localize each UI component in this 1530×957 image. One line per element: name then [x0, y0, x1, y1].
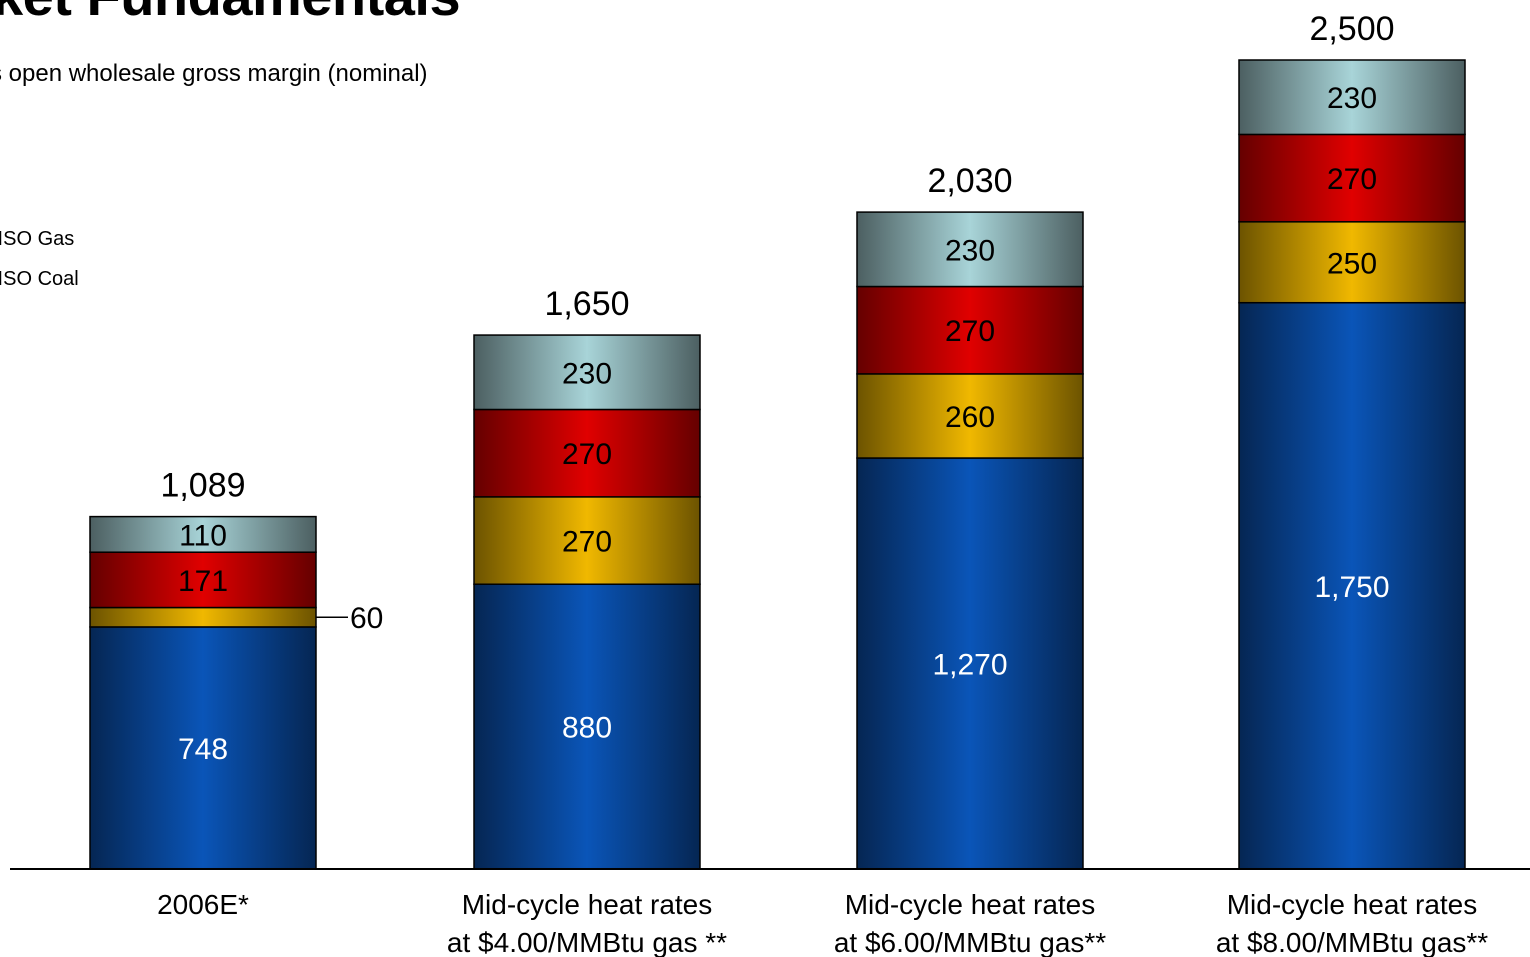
bar-total-label: 1,089: [160, 467, 245, 505]
x-tick-label: Mid-cycle heat rates: [845, 889, 1096, 920]
data-label-gas: 270: [562, 438, 612, 471]
data-label-capacity: 230: [562, 357, 612, 390]
x-tick-label: Mid-cycle heat rates: [462, 889, 713, 920]
data-label-capacity: 110: [179, 519, 227, 552]
bar-segment-capacity: [1238, 59, 1466, 136]
data-label-base: 1,270: [932, 649, 1007, 682]
bar-segment-coal: [473, 496, 701, 585]
bar-segment-capacity: [856, 211, 1084, 288]
bar-total-label: 2,500: [1309, 10, 1394, 48]
bar-segment-capacity: [89, 515, 317, 553]
legend-item-coal: IISO Coal: [0, 268, 79, 290]
data-label-capacity: 230: [1327, 82, 1377, 115]
bar-segment-gas: [89, 551, 317, 609]
data-label-coal: 250: [1327, 247, 1377, 280]
bar-total-label: 1,650: [544, 285, 629, 323]
bar-segment-base: [1238, 301, 1466, 870]
data-label-gas: 270: [1327, 163, 1377, 196]
data-label-gas: 171: [178, 565, 228, 598]
bar-total-label: 2,030: [927, 162, 1012, 200]
bar-segment-coal: [856, 373, 1084, 459]
bar-segment-coal: [1238, 221, 1466, 304]
x-tick-label: Mid-cycle heat rates: [1227, 889, 1478, 920]
x-tick-label: at $6.00/MMBtu gas**: [834, 927, 1106, 957]
data-label-coal: 270: [562, 526, 612, 559]
data-label-coal: 60: [350, 602, 383, 635]
data-label-base: 1,750: [1314, 571, 1389, 604]
data-label-base: 748: [178, 733, 228, 766]
bar-segment-base: [473, 583, 701, 870]
legend-item-gas: IISO Gas: [0, 228, 75, 250]
slide-subtitle: s open wholesale gross margin (nominal): [0, 60, 428, 87]
bar-segment-base: [89, 626, 317, 870]
x-tick-label: 2006E*: [157, 889, 249, 920]
x-tick-label: at $4.00/MMBtu gas **: [447, 927, 727, 957]
bar-segment-coal: [89, 606, 317, 628]
bar-segment-base: [856, 457, 1084, 870]
x-tick-label: at $8.00/MMBtu gas**: [1216, 927, 1488, 957]
data-label-capacity: 230: [945, 234, 995, 267]
bar-segment-gas: [856, 285, 1084, 375]
data-label-base: 880: [562, 712, 612, 745]
data-label-coal: 260: [945, 401, 995, 434]
data-label-gas: 270: [945, 315, 995, 348]
bar-segment-capacity: [473, 334, 701, 411]
slide-title: ket Fundamentals: [0, 0, 461, 24]
